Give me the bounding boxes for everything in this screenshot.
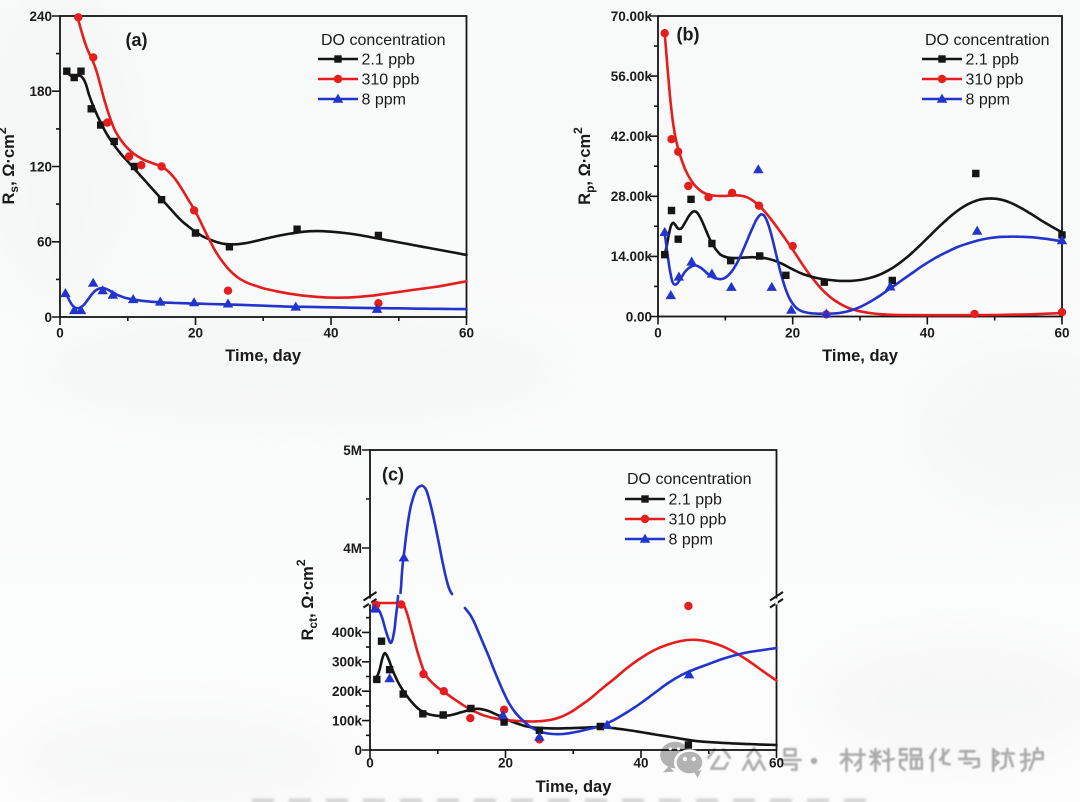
svg-text:20: 20 (785, 326, 800, 341)
svg-text:56.00k: 56.00k (611, 69, 653, 84)
svg-text:(c): (c) (382, 465, 404, 485)
svg-text:0: 0 (354, 743, 362, 758)
svg-text:Rs, Ω·cm2: Rs, Ω·cm2 (0, 127, 21, 204)
svg-text:310 ppb: 310 ppb (669, 511, 727, 528)
svg-text:0: 0 (44, 310, 52, 325)
svg-text:400k: 400k (332, 625, 363, 640)
svg-text:310 ppb: 310 ppb (966, 71, 1024, 88)
svg-text:14.00k: 14.00k (611, 249, 653, 264)
svg-text:0: 0 (654, 326, 662, 341)
svg-text:8 ppm: 8 ppm (669, 531, 713, 548)
svg-text:100k: 100k (332, 713, 363, 728)
svg-text:0: 0 (56, 326, 64, 341)
svg-text:2.1 ppb: 2.1 ppb (362, 51, 415, 68)
svg-text:60: 60 (769, 756, 784, 771)
svg-text:120: 120 (29, 159, 52, 174)
svg-text:180: 180 (29, 84, 52, 99)
svg-text:240: 240 (29, 9, 52, 24)
svg-text:Time, day: Time, day (822, 347, 899, 365)
svg-text:40: 40 (920, 326, 935, 341)
svg-text:0: 0 (366, 756, 374, 771)
svg-text:70.00k: 70.00k (611, 9, 653, 24)
svg-text:60: 60 (37, 235, 52, 250)
svg-text:40: 40 (323, 326, 338, 341)
svg-text:Time, day: Time, day (225, 347, 302, 365)
svg-text:0.00: 0.00 (626, 309, 652, 324)
svg-text:40: 40 (633, 756, 648, 771)
svg-text:(b): (b) (677, 25, 700, 45)
svg-text:2.1 ppb: 2.1 ppb (669, 491, 722, 508)
svg-text:DO concentration: DO concentration (321, 32, 446, 49)
svg-text:5M: 5M (343, 443, 362, 458)
svg-text:DO concentration: DO concentration (627, 471, 752, 488)
svg-text:310 ppb: 310 ppb (362, 71, 420, 88)
svg-text:60: 60 (1054, 326, 1069, 341)
svg-text:60: 60 (459, 326, 474, 341)
svg-text:300k: 300k (332, 655, 363, 670)
svg-text:(a): (a) (126, 30, 148, 50)
svg-text:2.1 ppb: 2.1 ppb (966, 51, 1019, 68)
svg-text:200k: 200k (332, 684, 363, 699)
svg-text:8 ppm: 8 ppm (362, 91, 406, 108)
svg-text:4M: 4M (343, 541, 362, 556)
svg-text:Time, day: Time, day (536, 778, 613, 796)
svg-text:8 ppm: 8 ppm (966, 91, 1010, 108)
svg-text:DO concentration: DO concentration (925, 32, 1050, 49)
svg-text:42.00k: 42.00k (611, 129, 653, 144)
svg-text:28.00k: 28.00k (611, 189, 653, 204)
svg-text:20: 20 (498, 756, 513, 771)
svg-text:20: 20 (188, 326, 203, 341)
